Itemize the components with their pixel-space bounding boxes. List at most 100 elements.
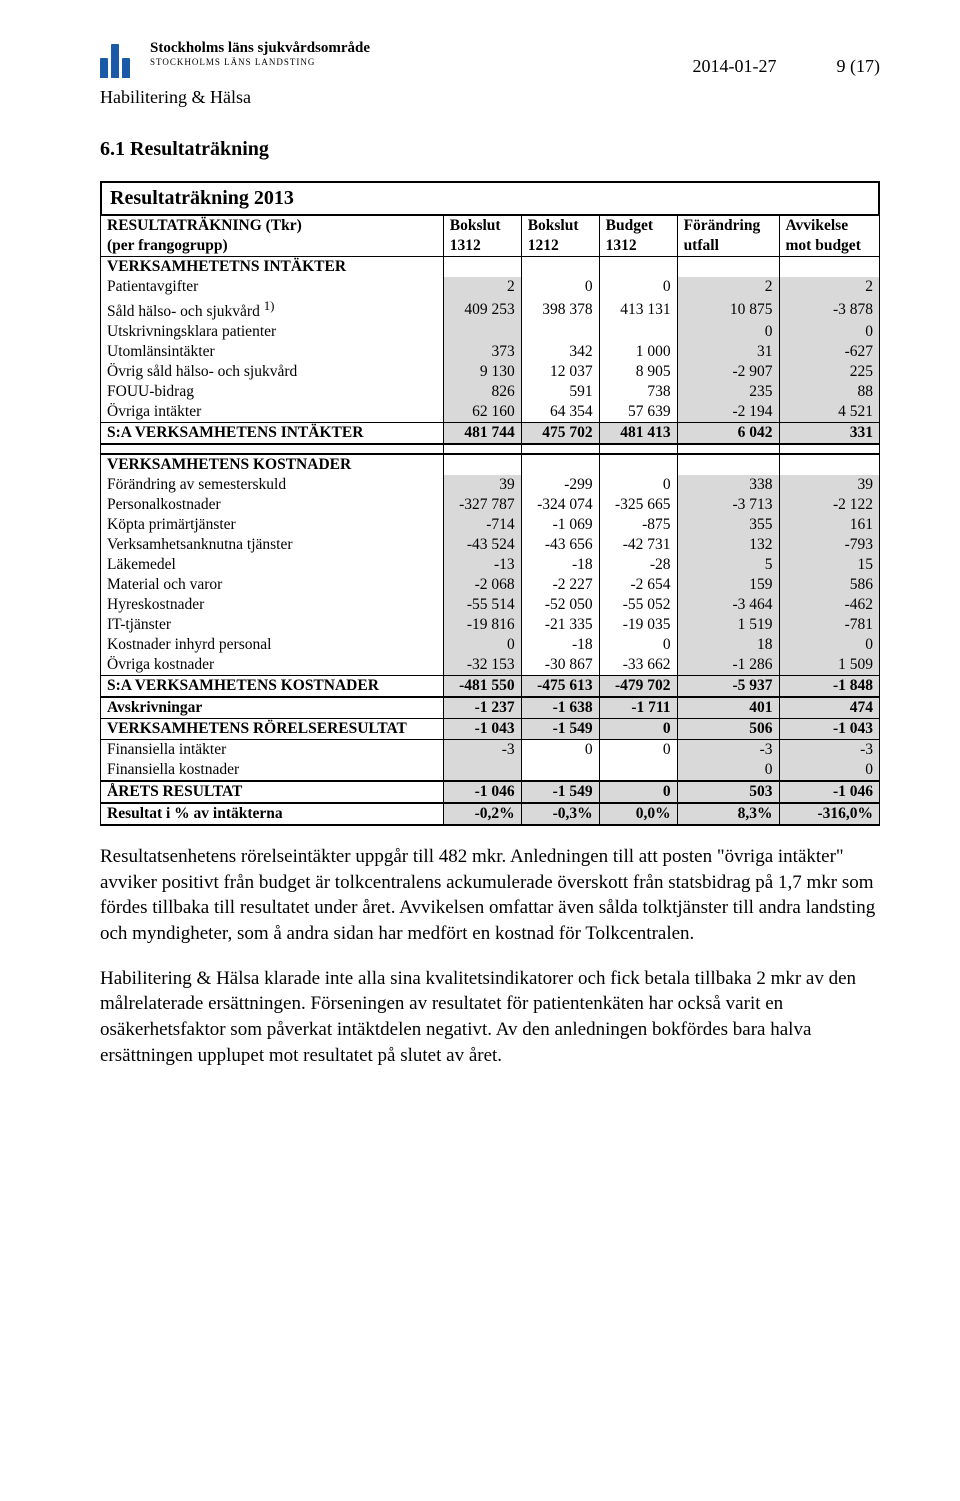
row-utom: Utomlänsintäkter 373 342 1 000 31 -627: [101, 342, 880, 362]
row-fin-int: Finansiella intäkter -3 0 0 -3 -3: [101, 740, 880, 761]
row-personal: Personalkostnader -327 787 -324 074 -325…: [101, 495, 880, 515]
subheader: Habilitering & Hälsa: [100, 87, 880, 108]
cell-label: Förändring av semesterskuld: [101, 475, 444, 495]
row-rorelseresultat: VERKSAMHETENS RÖRELSERESULTAT -1 043 -1 …: [101, 719, 880, 740]
row-anknutna: Verksamhetsanknutna tjänster -43 524 -43…: [101, 535, 880, 555]
cell-c5: 0: [779, 322, 880, 342]
cell-c1: 62 160: [443, 402, 521, 423]
cell-label: Patientavgifter: [101, 277, 444, 297]
spacer-row: [101, 444, 880, 454]
col-header-bokslut1212b: 1212: [521, 236, 599, 257]
cell-c2: 475 702: [521, 423, 599, 445]
col-header-label-b: (per frangogrupp): [101, 236, 444, 257]
row-it: IT-tjänster -19 816 -21 335 -19 035 1 51…: [101, 615, 880, 635]
cell-label: VERKSAMHETENS KOSTNADER: [101, 454, 444, 475]
cell-c4: 2: [677, 277, 779, 297]
col-header-bokslut1312a: Bokslut: [443, 215, 521, 236]
col-header-budget-b: 1312: [599, 236, 677, 257]
cell-c2: 64 354: [521, 402, 599, 423]
cell-c2: 12 037: [521, 362, 599, 382]
cell-c2: 0: [521, 277, 599, 297]
cell-c3: 0: [599, 277, 677, 297]
logo-line1: Stockholms läns sjukvårdsområde: [150, 40, 370, 57]
cell-c1: [443, 322, 521, 342]
document-page: Stockholms läns sjukvårdsområde STOCKHOL…: [0, 0, 960, 1147]
col-header-forandring-b: utfall: [677, 236, 779, 257]
row-lakemedel: Läkemedel -13 -18 -28 5 15: [101, 555, 880, 575]
row-semester: Förändring av semesterskuld 39 -299 0 33…: [101, 475, 880, 495]
table-header-row1: RESULTATRÄKNING (Tkr) Bokslut Bokslut Bu…: [101, 215, 880, 236]
col-header-bokslut1212a: Bokslut: [521, 215, 599, 236]
cell-c4: 6 042: [677, 423, 779, 445]
col-header-avvikelse-b: mot budget: [779, 236, 880, 257]
document-date: 2014-01-27: [693, 56, 777, 77]
cell-c4: 31: [677, 342, 779, 362]
row-verkint-header: VERKSAMHETETNS INTÄKTER: [101, 257, 880, 278]
cell-label: FOUU-bidrag: [101, 382, 444, 402]
cell-c3: 481 413: [599, 423, 677, 445]
row-resultat-procent: Resultat i % av intäkterna -0,2% -0,3% 0…: [101, 803, 880, 825]
col-header-bokslut1312b: 1312: [443, 236, 521, 257]
cell-c5: -3 878: [779, 297, 880, 322]
cell-label: S:A VERKSAMHETENS INTÄKTER: [101, 423, 444, 445]
cell-c2: 342: [521, 342, 599, 362]
cell-c2: 591: [521, 382, 599, 402]
cell-c5: -627: [779, 342, 880, 362]
row-patientavgifter: Patientavgifter 2 0 0 2 2: [101, 277, 880, 297]
cell-c3: 57 639: [599, 402, 677, 423]
cell-label: Övrig såld hälso- och sjukvård: [101, 362, 444, 382]
cell-c1: 826: [443, 382, 521, 402]
row-ovriga-int: Övriga intäkter 62 160 64 354 57 639 -2 …: [101, 402, 880, 423]
cell-c4: -2 194: [677, 402, 779, 423]
cell-c2: [521, 322, 599, 342]
cell-c5: 331: [779, 423, 880, 445]
paragraph-2: Habilitering & Hälsa klarade inte alla s…: [100, 966, 880, 1069]
cell-c5: 88: [779, 382, 880, 402]
row-verkkost-header: VERKSAMHETENS KOSTNADER: [101, 454, 880, 475]
cell-c1: 409 253: [443, 297, 521, 322]
cell-c3: 413 131: [599, 297, 677, 322]
logo-line2: STOCKHOLMS LÄNS LANDSTING: [150, 57, 370, 67]
col-header-avvikelse-a: Avvikelse: [779, 215, 880, 236]
cell-label: Övriga intäkter: [101, 402, 444, 423]
cell-c4: 235: [677, 382, 779, 402]
col-header-forandring-a: Förändring: [677, 215, 779, 236]
cell-c1: 481 744: [443, 423, 521, 445]
cell-c4: 10 875: [677, 297, 779, 322]
cell-c3: 1 000: [599, 342, 677, 362]
cell-label: Såld hälso- och sjukvård 1): [101, 297, 444, 322]
table-header-row2: (per frangogrupp) 1312 1212 1312 utfall …: [101, 236, 880, 257]
cell-label: VERKSAMHETETNS INTÄKTER: [101, 257, 444, 278]
cell-c4: -2 907: [677, 362, 779, 382]
row-arets-resultat: ÅRETS RESULTAT -1 046 -1 549 0 503 -1 04…: [101, 781, 880, 803]
cell-c5: 4 521: [779, 402, 880, 423]
page-number: 9 (17): [837, 56, 881, 77]
resultatrakning-table: RESULTATRÄKNING (Tkr) Bokslut Bokslut Bu…: [100, 214, 880, 826]
cell-c5: 225: [779, 362, 880, 382]
cell-c4: 0: [677, 322, 779, 342]
row-sa-kostnader: S:A VERKSAMHETENS KOSTNADER -481 550 -47…: [101, 676, 880, 698]
row-kopta: Köpta primärtjänster -714 -1 069 -875 35…: [101, 515, 880, 535]
cell-label: Utomlänsintäkter: [101, 342, 444, 362]
col-header-budget-a: Budget: [599, 215, 677, 236]
table-title: Resultaträkning 2013: [100, 181, 880, 214]
row-ovrig-sald: Övrig såld hälso- och sjukvård 9 130 12 …: [101, 362, 880, 382]
col-header-label: RESULTATRÄKNING (Tkr): [101, 215, 444, 236]
paragraph-1: Resultatsenhetens rörelseintäkter uppgår…: [100, 844, 880, 947]
row-fin-kost: Finansiella kostnader 0 0: [101, 760, 880, 781]
row-inhyrd: Kostnader inhyrd personal 0 -18 0 18 0: [101, 635, 880, 655]
row-utskr: Utskrivningsklara patienter 0 0: [101, 322, 880, 342]
row-sa-intakter: S:A VERKSAMHETENS INTÄKTER 481 744 475 7…: [101, 423, 880, 445]
row-fouu: FOUU-bidrag 826 591 738 235 88: [101, 382, 880, 402]
cell-c5: 2: [779, 277, 880, 297]
cell-c3: 8 905: [599, 362, 677, 382]
cell-c3: [599, 322, 677, 342]
cell-c3: 738: [599, 382, 677, 402]
sll-logo-icon: [100, 40, 138, 78]
section-heading: 6.1 Resultaträkning: [100, 138, 880, 161]
cell-label: Utskrivningsklara patienter: [101, 322, 444, 342]
row-avskrivningar: Avskrivningar -1 237 -1 638 -1 711 401 4…: [101, 697, 880, 719]
cell-c1: 9 130: [443, 362, 521, 382]
cell-c2: 398 378: [521, 297, 599, 322]
row-material: Material och varor -2 068 -2 227 -2 654 …: [101, 575, 880, 595]
